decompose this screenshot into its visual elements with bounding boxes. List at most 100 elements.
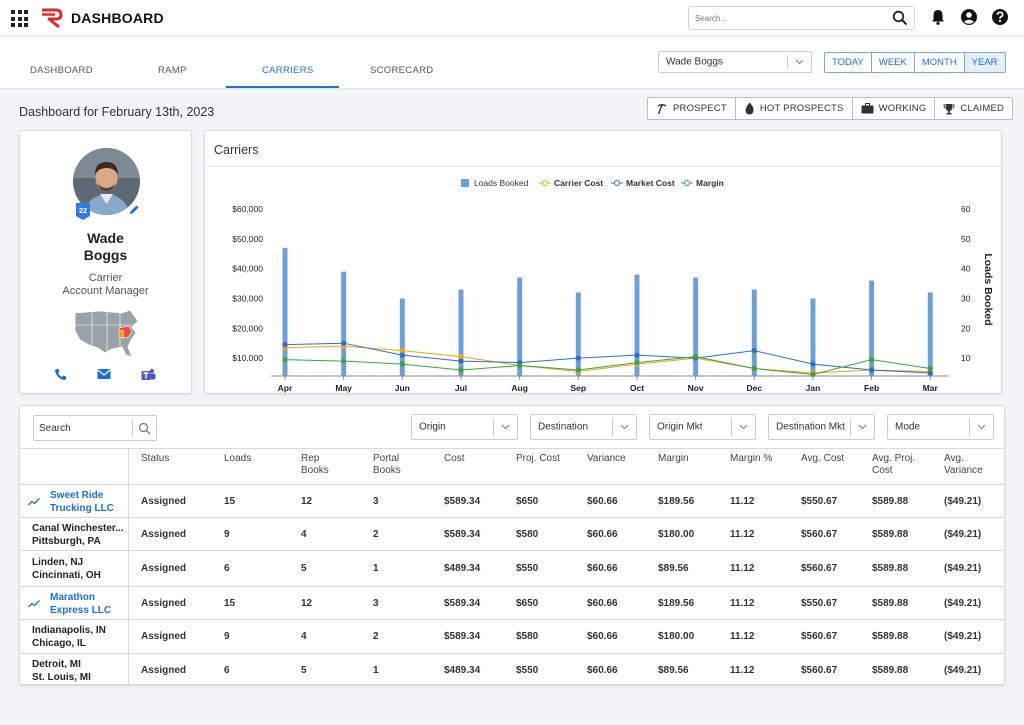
table-cell: $580 bbox=[516, 529, 539, 540]
table-row[interactable]: Canal Winchester... Pittsburgh, PA Assigne… bbox=[20, 517, 1004, 550]
user-icon[interactable] bbox=[960, 8, 978, 26]
table-search[interactable]: Search bbox=[33, 415, 157, 441]
margin-point bbox=[458, 367, 464, 373]
column-header[interactable]: Cost bbox=[444, 453, 465, 464]
x-tick-label: Mar bbox=[923, 383, 939, 393]
loads-booked-bar bbox=[634, 274, 640, 376]
y-right-tick-label: 30 bbox=[961, 293, 971, 303]
bell-icon[interactable] bbox=[929, 8, 947, 26]
lane-line-1: Indianapolis, IN bbox=[32, 625, 106, 636]
table-cell: $589.34 bbox=[444, 631, 481, 642]
user-select-value: Wade Boggs bbox=[666, 56, 723, 68]
table-cell: ($49.21) bbox=[944, 665, 982, 676]
app-title: DASHBOARD bbox=[71, 10, 164, 26]
help-icon[interactable] bbox=[991, 8, 1009, 26]
margin-line bbox=[284, 356, 931, 376]
column-header[interactable]: Avg. Proj. Cost bbox=[872, 453, 916, 476]
global-search[interactable] bbox=[688, 6, 915, 30]
x-tick-label: May bbox=[335, 383, 352, 393]
user-select[interactable]: Wade Boggs bbox=[658, 51, 812, 73]
table-row[interactable]: Linden, NJ Cincinnati, OH Assigned 6 5 1 $489.… bbox=[20, 550, 1004, 586]
tab-dashboard[interactable]: DASHBOARD bbox=[30, 65, 93, 76]
global-search-input[interactable] bbox=[695, 10, 880, 26]
hot-prospects-label: HOT PROSPECTS bbox=[759, 103, 844, 114]
table-cell: $589.34 bbox=[444, 598, 481, 609]
column-header[interactable]: Loads bbox=[224, 453, 252, 464]
mode-filter[interactable]: Mode bbox=[887, 414, 994, 440]
table-cell: 6 bbox=[224, 563, 230, 574]
loads-booked-bar bbox=[341, 271, 347, 376]
column-header[interactable]: Avg. Cost bbox=[801, 453, 845, 464]
carrier-link[interactable]: Marathon Express LLC bbox=[50, 592, 111, 617]
y-left-tick-label: $40,000 bbox=[232, 264, 263, 274]
table-cell: 3 bbox=[373, 598, 379, 609]
table-cell: 12 bbox=[301, 598, 313, 609]
profile-first-name: Wade bbox=[87, 230, 124, 246]
table-row[interactable]: Marathon Express LLC Assigned 15 12 3 $589.34 $… bbox=[20, 586, 1004, 619]
table-cell: ($49.21) bbox=[944, 563, 982, 574]
tab-scorecard[interactable]: SCORECARD bbox=[370, 65, 434, 76]
hot-prospects-button[interactable]: HOT PROSPECTS bbox=[736, 98, 853, 119]
margin-point bbox=[341, 358, 347, 364]
origin-filter[interactable]: Origin bbox=[411, 414, 518, 440]
market-cost-point bbox=[634, 352, 640, 358]
profile-title: Account Manager bbox=[62, 285, 149, 297]
chevron-down-icon bbox=[850, 418, 874, 436]
phone-icon[interactable] bbox=[54, 368, 67, 381]
email-icon[interactable] bbox=[97, 368, 111, 380]
table-cell: $550 bbox=[516, 665, 539, 676]
range-year-button[interactable]: YEAR bbox=[964, 53, 1005, 72]
x-tick-label: Feb bbox=[864, 383, 879, 393]
loads-booked-bar bbox=[399, 298, 405, 376]
column-header[interactable]: Proj. Cost bbox=[516, 453, 560, 464]
teams-icon[interactable] bbox=[141, 368, 156, 382]
column-header[interactable]: Status bbox=[141, 453, 170, 464]
trend-icon bbox=[28, 498, 40, 506]
table-cell: $180.00 bbox=[658, 529, 695, 540]
column-header[interactable]: Variance bbox=[587, 453, 626, 464]
column-header[interactable]: Portal Books bbox=[373, 453, 401, 476]
table-row[interactable]: Sweet Ride Trucking LLC Assigned 15 12 3 $589.… bbox=[20, 484, 1004, 517]
origin-mkt-filter[interactable]: Origin Mkt bbox=[649, 414, 756, 440]
tab-ramp[interactable]: RAMP bbox=[158, 65, 187, 76]
lane-line-2: Pittsburgh, PA bbox=[32, 535, 101, 547]
market-cost-point bbox=[751, 348, 757, 354]
table-row[interactable]: Indianapolis, IN Chicago, IL Assigned 9 4 2 $5… bbox=[20, 619, 1004, 653]
range-week-button[interactable]: WEEK bbox=[872, 53, 915, 72]
x-tick-label: Dec bbox=[746, 383, 762, 393]
market-cost-point bbox=[927, 370, 933, 376]
chevron-down-icon bbox=[493, 418, 517, 436]
range-today-button[interactable]: TODAY bbox=[825, 53, 872, 72]
working-button[interactable]: WORKING bbox=[853, 98, 936, 119]
table-cell: ($49.21) bbox=[944, 598, 982, 609]
table-cell: $89.56 bbox=[658, 665, 689, 676]
market-cost-point bbox=[810, 361, 816, 367]
carrier-link[interactable]: Sweet Ride Trucking LLC bbox=[50, 490, 114, 515]
search-icon[interactable] bbox=[892, 10, 908, 26]
active-tab-indicator bbox=[226, 86, 339, 88]
y-left-tick-label: $20,000 bbox=[232, 323, 263, 333]
edit-pencil-icon[interactable] bbox=[129, 204, 140, 215]
loads-booked-bar bbox=[810, 298, 816, 376]
column-header[interactable]: Margin bbox=[658, 453, 689, 464]
pickaxe-icon bbox=[657, 103, 667, 114]
apps-grid-icon[interactable] bbox=[11, 10, 28, 27]
table-row[interactable]: Detroit, MI St. Louis, MI Assigned 6 5 1 $489.… bbox=[20, 653, 1004, 686]
column-header[interactable]: Margin % bbox=[730, 453, 773, 464]
destination-filter[interactable]: Destination bbox=[530, 414, 637, 440]
table-cell: $650 bbox=[516, 598, 539, 609]
loads-booked-bar bbox=[575, 292, 581, 376]
claimed-button[interactable]: CLAIMED bbox=[935, 98, 1012, 119]
prospect-button[interactable]: PROSPECT bbox=[648, 98, 736, 119]
lane-line-2: St. Louis, MI bbox=[32, 671, 91, 683]
column-header[interactable]: Avg. Variance bbox=[944, 453, 983, 476]
column-header[interactable]: Rep Books bbox=[301, 453, 329, 476]
table-search-button[interactable] bbox=[132, 419, 156, 437]
margin-point bbox=[399, 361, 405, 367]
range-month-button[interactable]: MONTH bbox=[915, 53, 965, 72]
lane-line-2: Cincinnati, OH bbox=[32, 569, 101, 581]
tab-carriers[interactable]: CARRIERS bbox=[262, 65, 314, 76]
table-cell: 4 bbox=[301, 529, 307, 540]
destination-mkt-filter[interactable]: Destination Mkt bbox=[768, 414, 875, 440]
table-cell: ($49.21) bbox=[944, 496, 982, 507]
